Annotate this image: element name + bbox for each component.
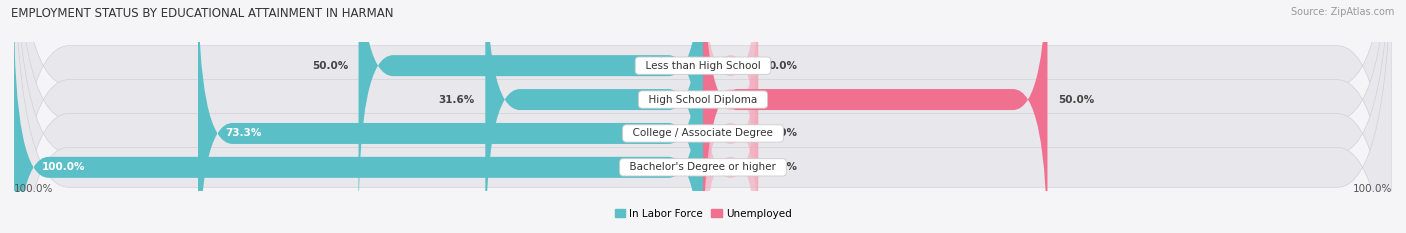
Text: 31.6%: 31.6%: [439, 95, 475, 105]
Text: Source: ZipAtlas.com: Source: ZipAtlas.com: [1291, 7, 1395, 17]
FancyBboxPatch shape: [14, 0, 1392, 233]
FancyBboxPatch shape: [703, 8, 758, 233]
Text: 0.0%: 0.0%: [769, 128, 797, 138]
FancyBboxPatch shape: [485, 0, 703, 233]
FancyBboxPatch shape: [703, 0, 1047, 233]
FancyBboxPatch shape: [198, 0, 703, 233]
Text: 100.0%: 100.0%: [14, 184, 53, 194]
FancyBboxPatch shape: [703, 0, 758, 225]
FancyBboxPatch shape: [14, 0, 1392, 233]
FancyBboxPatch shape: [359, 0, 703, 225]
FancyBboxPatch shape: [703, 42, 758, 233]
Text: 50.0%: 50.0%: [312, 61, 349, 71]
FancyBboxPatch shape: [703, 0, 758, 191]
Text: College / Associate Degree: College / Associate Degree: [626, 128, 780, 138]
Text: 100.0%: 100.0%: [1353, 184, 1392, 194]
Text: Bachelor's Degree or higher: Bachelor's Degree or higher: [623, 162, 783, 172]
Text: High School Diploma: High School Diploma: [643, 95, 763, 105]
Legend: In Labor Force, Unemployed: In Labor Force, Unemployed: [614, 209, 792, 219]
Text: 50.0%: 50.0%: [1057, 95, 1094, 105]
Text: 0.0%: 0.0%: [769, 61, 797, 71]
Text: 0.0%: 0.0%: [769, 162, 797, 172]
FancyBboxPatch shape: [14, 0, 1392, 233]
FancyBboxPatch shape: [14, 0, 1392, 233]
Text: EMPLOYMENT STATUS BY EDUCATIONAL ATTAINMENT IN HARMAN: EMPLOYMENT STATUS BY EDUCATIONAL ATTAINM…: [11, 7, 394, 20]
FancyBboxPatch shape: [14, 8, 703, 233]
Text: Less than High School: Less than High School: [638, 61, 768, 71]
Text: 100.0%: 100.0%: [42, 162, 86, 172]
Text: 73.3%: 73.3%: [225, 128, 262, 138]
